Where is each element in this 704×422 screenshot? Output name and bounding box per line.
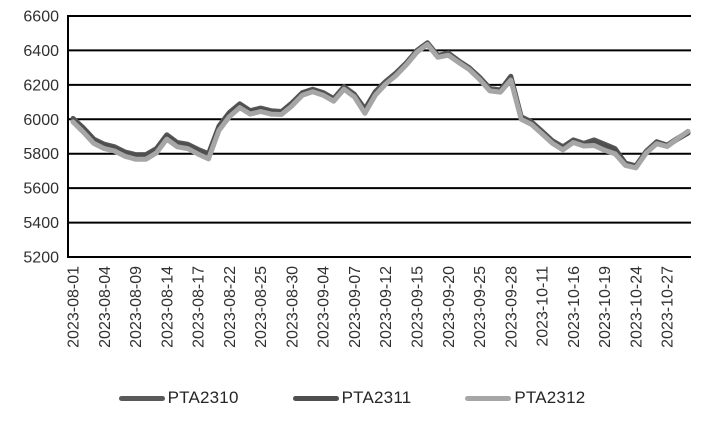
y-tick-label: 5200 bbox=[23, 250, 59, 267]
legend-label-pta2311: PTA2311 bbox=[341, 388, 412, 407]
x-tick-label: 2023-08-22 bbox=[222, 266, 239, 348]
x-tick-label: 2023-10-16 bbox=[566, 266, 583, 348]
legend-label-pta2310: PTA2310 bbox=[167, 388, 239, 407]
x-tick-label: 2023-09-07 bbox=[347, 266, 364, 348]
x-tick-label: 2023-08-25 bbox=[253, 266, 270, 348]
plot-area: 5200 5400 5600 5800 6000 6200 6400 6600 2023-08-… bbox=[23, 9, 691, 348]
legend-line-swatch-pta2312 bbox=[465, 395, 512, 401]
y-tick-label: 5800 bbox=[23, 146, 59, 163]
x-tick-label: 2023-10-24 bbox=[628, 266, 645, 348]
x-tick-label: 2023-10-11 bbox=[535, 266, 552, 347]
x-tick-label: 2023-08-30 bbox=[284, 266, 301, 348]
y-tick-label: 5600 bbox=[23, 181, 59, 198]
x-tick-label: 2023-08-04 bbox=[97, 266, 114, 348]
x-tick-label: 2023-09-20 bbox=[441, 266, 458, 348]
x-tick-label: 2023-10-19 bbox=[597, 266, 614, 348]
x-tick-label: 2023-08-09 bbox=[128, 266, 145, 348]
x-tick-label: 2023-09-25 bbox=[472, 266, 489, 348]
x-tick-label: 2023-10-27 bbox=[660, 266, 677, 348]
x-tick-label: 2023-08-14 bbox=[159, 266, 176, 348]
chart-legend: PTA2310 PTA2311 PTA2312 bbox=[0, 388, 704, 408]
x-tick-label: 2023-09-28 bbox=[503, 266, 520, 348]
legend-item-pta2311: PTA2311 bbox=[292, 388, 412, 408]
y-tick-label: 6600 bbox=[23, 9, 59, 26]
series-line-pta2312 bbox=[70, 41, 691, 171]
y-tick-label: 6400 bbox=[23, 43, 59, 60]
legend-line-swatch-pta2311 bbox=[292, 395, 339, 401]
y-tick-label: 6000 bbox=[23, 112, 59, 129]
x-tick-label: 2023-09-04 bbox=[316, 266, 333, 348]
x-tick-label: 2023-09-12 bbox=[378, 266, 395, 348]
legend-line-swatch-pta2310 bbox=[118, 395, 165, 401]
legend-item-pta2312: PTA2312 bbox=[465, 388, 585, 408]
x-tick-label: 2023-08-01 bbox=[66, 266, 83, 348]
legend-label-pta2312: PTA2312 bbox=[514, 388, 586, 407]
legend-item-pta2310: PTA2310 bbox=[118, 388, 239, 408]
y-tick-label: 6200 bbox=[23, 77, 59, 94]
x-tick-label: 2023-09-15 bbox=[409, 266, 426, 348]
y-tick-label: 5400 bbox=[23, 215, 59, 232]
x-tick-label: 2023-08-17 bbox=[191, 266, 208, 348]
